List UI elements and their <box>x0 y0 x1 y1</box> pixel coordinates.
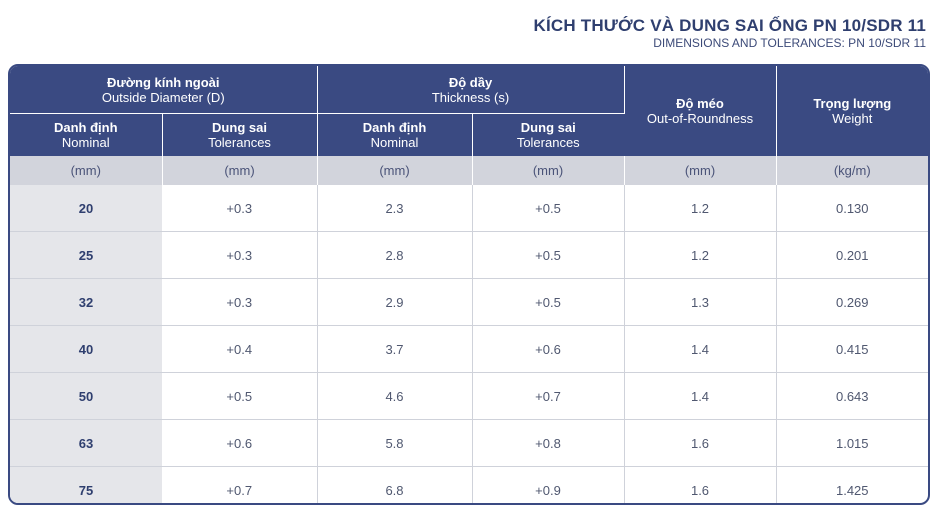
header-od-tolerances-en: Tolerances <box>208 135 271 150</box>
header-outside-diameter-vi: Đường kính ngoài <box>106 74 220 90</box>
dimensions-table-frame: Đường kính ngoài Outside Diameter (D) Độ… <box>8 64 930 505</box>
table-row: 25 +0.3 2.8 +0.5 1.2 0.201 <box>10 231 928 279</box>
weight-cell: 0.643 <box>776 372 928 420</box>
header-weight-vi: Trọng lượng <box>813 96 892 111</box>
nominal-diameter-cell: 20 <box>10 185 162 232</box>
thickness-nominal-cell: 3.7 <box>317 325 473 373</box>
od-tolerance-cell: +0.4 <box>162 325 318 373</box>
out-of-roundness-cell: 1.3 <box>624 278 777 326</box>
nominal-diameter-cell: 32 <box>10 278 162 326</box>
unit-cell: (mm) <box>162 156 318 185</box>
header-thickness-en: Thickness (s) <box>431 89 510 105</box>
thickness-tolerance-cell: +0.5 <box>472 231 625 279</box>
thickness-nominal-cell: 6.8 <box>317 466 473 503</box>
nominal-diameter-cell: 40 <box>10 325 162 373</box>
thickness-tolerance-cell: +0.9 <box>472 466 625 503</box>
weight-cell: 1.425 <box>835 482 869 498</box>
table-row: 32 +0.3 2.9 +0.5 1.3 0.269 <box>10 278 928 326</box>
unit-cell: (mm) <box>624 156 777 185</box>
thickness-tolerance-cell: +0.7 <box>472 372 625 420</box>
header-outside-diameter: Đường kính ngoài Outside Diameter (D) <box>10 66 318 114</box>
unit-cell: (mm) <box>472 156 625 185</box>
thickness-nominal-cell: 2.3 <box>317 185 473 232</box>
thickness-tolerance-cell: +0.6 <box>472 325 625 373</box>
header-thickness-tolerances-en: Tolerances <box>516 135 580 150</box>
out-of-roundness-cell: 1.2 <box>624 231 777 279</box>
header-weight: Trọng lượng Weight <box>776 66 928 156</box>
table-row: 63 +0.6 5.8 +0.8 1.6 1.015 <box>10 419 928 467</box>
od-tolerance-cell: +0.3 <box>162 278 318 326</box>
thickness-nominal-cell: 5.8 <box>317 419 473 467</box>
nominal-diameter-cell: 75 <box>10 466 162 503</box>
page-subtitle: DIMENSIONS AND TOLERANCES: PN 10/SDR 11 <box>653 36 926 50</box>
header-thickness-nominal: Danh định Nominal <box>317 113 473 156</box>
out-of-roundness-cell: 1.4 <box>624 325 777 373</box>
od-tolerance-cell: +0.6 <box>162 419 318 467</box>
weight-cell: 0.269 <box>776 278 928 326</box>
table-row: 75 +0.7 6.8 +0.9 1.6 1.425 <box>10 466 928 503</box>
out-of-roundness-cell: 1.6 <box>624 466 777 503</box>
out-of-roundness-cell: 1.6 <box>624 419 777 467</box>
header-od-tolerances-vi: Dung sai <box>212 120 267 135</box>
table-row: 20 +0.3 2.3 +0.5 1.2 0.130 <box>10 185 928 232</box>
header-outside-diameter-en: Outside Diameter (D) <box>101 89 225 105</box>
out-of-roundness-cell: 1.2 <box>624 185 777 232</box>
header-od-tolerances: Dung sai Tolerances <box>162 113 318 156</box>
nominal-diameter-cell: 25 <box>10 231 162 279</box>
header-thickness-nominal-en: Nominal <box>370 135 419 150</box>
weight-cell: 0.415 <box>776 325 928 373</box>
od-tolerance-cell: +0.5 <box>162 372 318 420</box>
od-tolerance-cell: +0.7 <box>162 466 318 503</box>
header-od-nominal: Danh định Nominal <box>10 113 163 156</box>
header-thickness-vi: Độ dầy <box>448 74 493 90</box>
thickness-nominal-cell: 2.8 <box>317 231 473 279</box>
nominal-diameter-cell: 50 <box>10 372 162 420</box>
thickness-tolerance-cell: +0.8 <box>472 419 625 467</box>
header-od-nominal-en: Nominal <box>61 135 110 150</box>
unit-cell: (mm) <box>317 156 473 185</box>
title-block: KÍCH THƯỚC VÀ DUNG SAI ỐNG PN 10/SDR 11 … <box>533 16 926 50</box>
header-thickness-tolerances: Dung sai Tolerances <box>472 113 625 156</box>
dimensions-table: Đường kính ngoài Outside Diameter (D) Độ… <box>10 66 928 503</box>
thickness-nominal-cell: 4.6 <box>317 372 473 420</box>
header-thickness: Độ dầy Thickness (s) <box>317 66 625 114</box>
weight-cell: 0.201 <box>776 231 928 279</box>
unit-cell: (mm) <box>10 156 163 185</box>
table-row: 50 +0.5 4.6 +0.7 1.4 0.643 <box>10 372 928 420</box>
header-out-of-roundness-vi: Độ méo <box>676 96 724 111</box>
header-weight-en: Weight <box>832 111 873 126</box>
header-od-nominal-vi: Danh định <box>53 120 118 135</box>
weight-cell: 1.015 <box>776 419 928 467</box>
thickness-nominal-cell: 2.9 <box>317 278 473 326</box>
units-row: (mm) (mm) (mm) (mm) (mm) (kg/m) <box>10 156 928 185</box>
out-of-roundness-cell: 1.4 <box>624 372 777 420</box>
header-out-of-roundness: Độ méo Out-of-Roundness <box>624 66 777 156</box>
page-title: KÍCH THƯỚC VÀ DUNG SAI ỐNG PN 10/SDR 11 <box>533 16 926 35</box>
od-tolerance-cell: +0.3 <box>162 231 318 279</box>
header-out-of-roundness-en: Out-of-Roundness <box>646 111 754 126</box>
header-thickness-nominal-vi: Danh định <box>362 120 427 135</box>
header-thickness-tolerances-vi: Dung sai <box>520 120 576 135</box>
thickness-tolerance-cell: +0.5 <box>472 278 625 326</box>
thickness-tolerance-cell: +0.5 <box>472 185 625 232</box>
nominal-diameter-cell: 63 <box>10 419 162 467</box>
unit-cell: (kg/m) <box>776 156 928 185</box>
weight-cell: 0.130 <box>776 185 928 232</box>
table-row: 40 +0.4 3.7 +0.6 1.4 0.415 <box>10 325 928 373</box>
od-tolerance-cell: +0.3 <box>162 185 318 232</box>
